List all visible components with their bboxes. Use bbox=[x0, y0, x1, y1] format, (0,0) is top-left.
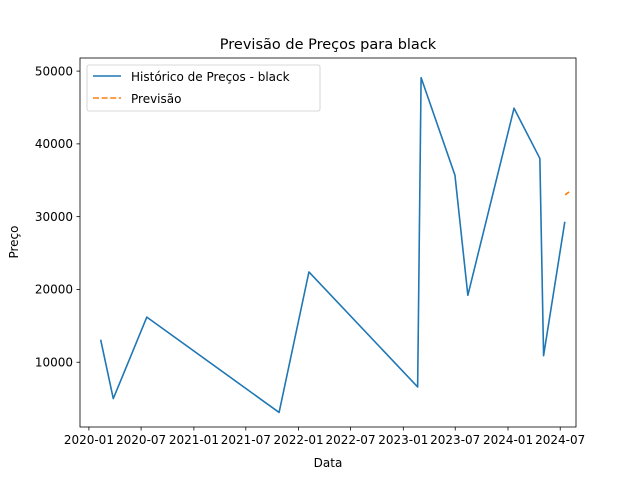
x-tick-label: 2023-07 bbox=[430, 433, 480, 447]
axes-frame bbox=[79, 57, 577, 428]
x-tick-label: 2020-01 bbox=[64, 433, 114, 447]
series-line-0 bbox=[99, 76, 566, 414]
plot-area bbox=[99, 76, 570, 414]
x-tick-label: 2022-07 bbox=[325, 433, 375, 447]
y-tick-label: 50000 bbox=[35, 64, 73, 78]
legend-box bbox=[86, 64, 321, 112]
legend: Histórico de Preços - black Previsão bbox=[86, 64, 321, 112]
x-tick-label: 2023-01 bbox=[378, 433, 428, 447]
x-tick-label: 2024-07 bbox=[535, 433, 585, 447]
x-tick-label: 2020-07 bbox=[116, 433, 166, 447]
series-line-1 bbox=[564, 191, 570, 196]
y-axis: 10000 20000 30000 40000 50000 bbox=[35, 64, 80, 370]
y-tick-label: 10000 bbox=[35, 356, 73, 370]
y-tick-label: 30000 bbox=[35, 210, 73, 224]
x-tick-label: 2021-07 bbox=[221, 433, 271, 447]
x-axis: 2020-01 2020-07 2021-01 2021-07 2022-01 2022-… bbox=[64, 427, 585, 447]
legend-label-historico: Histórico de Preços - black bbox=[131, 70, 290, 84]
x-tick-label: 2022-01 bbox=[274, 433, 324, 447]
x-tick-label: 2021-01 bbox=[169, 433, 219, 447]
x-tick-label: 2024-01 bbox=[483, 433, 533, 447]
chart-title: Previsão de Preços para black bbox=[220, 37, 437, 53]
y-axis-label: Preço bbox=[7, 225, 21, 258]
legend-label-previsao: Previsão bbox=[131, 92, 181, 106]
x-axis-label: Data bbox=[314, 456, 343, 470]
y-tick-label: 20000 bbox=[35, 283, 73, 297]
y-tick-label: 40000 bbox=[35, 137, 73, 151]
